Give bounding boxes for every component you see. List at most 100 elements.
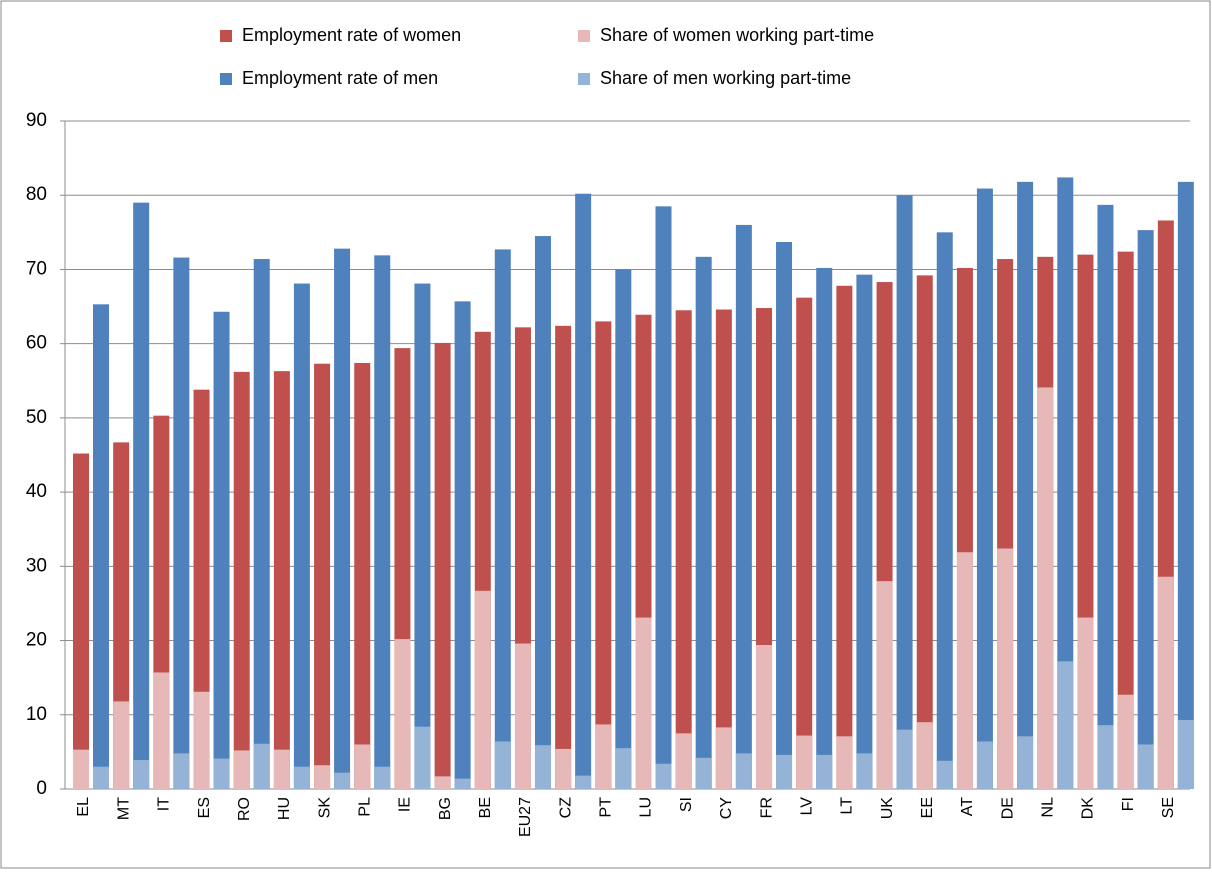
x-tick-label: EU27 bbox=[517, 797, 534, 837]
x-tick-label: RO bbox=[236, 797, 253, 821]
x-tick-label: UK bbox=[879, 797, 896, 820]
bar bbox=[454, 778, 471, 789]
bar bbox=[976, 188, 993, 789]
bar bbox=[715, 727, 732, 789]
bar bbox=[173, 257, 190, 790]
bar bbox=[555, 325, 572, 789]
x-tick-label: LT bbox=[839, 797, 856, 815]
bar bbox=[133, 202, 150, 790]
bar bbox=[1097, 204, 1114, 790]
x-tick-label: MT bbox=[115, 797, 132, 820]
bar bbox=[615, 269, 632, 789]
bar bbox=[1137, 744, 1154, 789]
bar bbox=[374, 766, 391, 789]
legend-label: Share of men working part-time bbox=[600, 68, 851, 88]
bar bbox=[73, 453, 89, 789]
bar bbox=[595, 321, 612, 789]
legend-swatch bbox=[578, 30, 590, 42]
bar bbox=[715, 309, 732, 789]
bar bbox=[575, 193, 592, 789]
y-tick-label: 90 bbox=[26, 110, 47, 131]
legend-swatch bbox=[220, 73, 232, 85]
bar bbox=[735, 224, 752, 789]
bar bbox=[555, 748, 572, 789]
bar bbox=[1057, 661, 1074, 789]
bar bbox=[514, 643, 531, 789]
bar bbox=[434, 342, 451, 789]
x-tick-label: IE bbox=[397, 797, 414, 812]
bar bbox=[354, 362, 371, 789]
bar bbox=[776, 754, 793, 789]
bar bbox=[816, 267, 833, 790]
bar bbox=[655, 763, 672, 789]
bar bbox=[1157, 576, 1174, 789]
bar bbox=[334, 772, 351, 789]
bar bbox=[595, 724, 612, 789]
y-tick-label: 60 bbox=[26, 333, 47, 354]
bar bbox=[575, 775, 592, 789]
bar bbox=[93, 766, 109, 789]
bar bbox=[695, 256, 712, 789]
bar bbox=[856, 753, 873, 789]
x-tick-label: SE bbox=[1160, 797, 1177, 818]
y-tick-label: 10 bbox=[26, 704, 47, 725]
x-tick-label: SI bbox=[678, 797, 695, 812]
x-tick-label: PL bbox=[356, 797, 373, 817]
x-tick-label: ES bbox=[196, 797, 213, 818]
x-tick-label: LU bbox=[638, 797, 655, 817]
bar bbox=[494, 249, 511, 790]
bar bbox=[1097, 725, 1114, 789]
x-tick-label: CZ bbox=[557, 797, 574, 819]
bar bbox=[93, 304, 109, 789]
bar bbox=[675, 310, 692, 789]
bar bbox=[896, 729, 913, 789]
bar bbox=[1117, 251, 1134, 789]
bar bbox=[916, 275, 933, 790]
x-tick-label: IT bbox=[156, 797, 173, 811]
x-tick-label: HU bbox=[276, 797, 293, 820]
x-tick-label: BG bbox=[437, 797, 454, 820]
bar bbox=[615, 748, 632, 789]
x-tick-label: LV bbox=[798, 797, 815, 816]
bar bbox=[1077, 617, 1094, 789]
bar bbox=[796, 735, 813, 789]
bar bbox=[534, 236, 551, 790]
bar bbox=[836, 736, 853, 789]
bar bbox=[213, 758, 230, 789]
bar bbox=[434, 776, 451, 789]
bar bbox=[876, 581, 893, 789]
bar bbox=[756, 645, 773, 789]
bar bbox=[474, 590, 491, 789]
x-tick-label: PT bbox=[598, 797, 615, 818]
x-tick-label: EL bbox=[75, 797, 92, 817]
bar bbox=[976, 741, 993, 789]
bar bbox=[1137, 230, 1154, 789]
bar bbox=[997, 548, 1014, 789]
bar bbox=[655, 206, 672, 789]
legend-label: Employment rate of women bbox=[242, 25, 461, 45]
bar bbox=[394, 639, 411, 789]
bar bbox=[233, 750, 250, 789]
x-tick-label: DE bbox=[999, 797, 1016, 819]
bar bbox=[856, 274, 873, 789]
bar bbox=[675, 733, 692, 789]
bar bbox=[293, 766, 310, 789]
y-tick-label: 50 bbox=[26, 407, 47, 428]
bar bbox=[233, 371, 250, 789]
legend-label: Employment rate of men bbox=[242, 68, 438, 88]
bar bbox=[414, 283, 431, 789]
bar bbox=[253, 743, 270, 789]
bar bbox=[314, 363, 331, 789]
bar bbox=[1037, 387, 1054, 789]
x-tick-label: FR bbox=[758, 797, 775, 818]
bar bbox=[414, 726, 431, 789]
x-tick-label: BE bbox=[477, 797, 494, 818]
bar bbox=[73, 749, 89, 789]
bar bbox=[113, 701, 130, 789]
y-tick-label: 0 bbox=[36, 778, 47, 799]
bar bbox=[836, 285, 853, 789]
bar bbox=[173, 753, 190, 789]
x-tick-label: FI bbox=[1120, 797, 1137, 811]
bar bbox=[273, 749, 290, 789]
